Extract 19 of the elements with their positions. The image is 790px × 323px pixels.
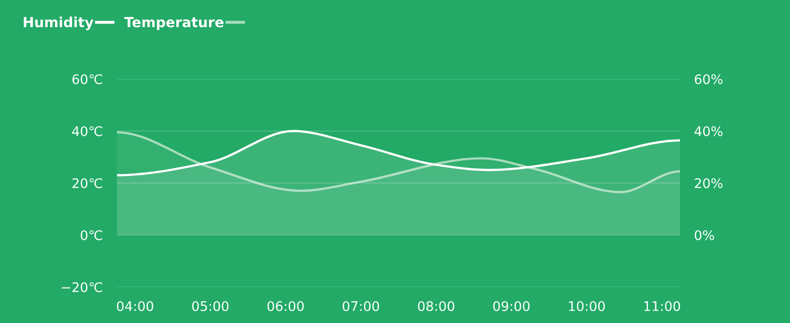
y2-tick-label: 60% bbox=[694, 74, 722, 84]
x-tick-label: 07:00 bbox=[342, 301, 379, 312]
y-tick-label: 40℃ bbox=[72, 126, 102, 136]
y-tick-label: −20℃ bbox=[62, 282, 102, 292]
x-tick-label: 04:00 bbox=[116, 301, 154, 312]
y2-tick-label: 40% bbox=[694, 126, 722, 136]
x-tick-label: 10:00 bbox=[569, 301, 605, 312]
x-tick-label: 08:00 bbox=[418, 301, 454, 312]
legend-label: Humidity bbox=[24, 16, 94, 30]
legend-label: Temperature bbox=[124, 17, 224, 30]
y-tick-label: 60℃ bbox=[72, 74, 102, 84]
y2-tick-label: 20% bbox=[694, 178, 722, 188]
x-tick-label: 09:00 bbox=[493, 301, 530, 312]
x-tick-label: 11:00 bbox=[644, 301, 680, 312]
y-tick-label: 20℃ bbox=[72, 178, 102, 188]
y-tick-label: 0℃ bbox=[80, 230, 102, 240]
x-tick-label: 05:00 bbox=[192, 301, 228, 312]
x-tick-label: 06:00 bbox=[267, 301, 304, 312]
y2-tick-label: 0% bbox=[694, 230, 714, 240]
